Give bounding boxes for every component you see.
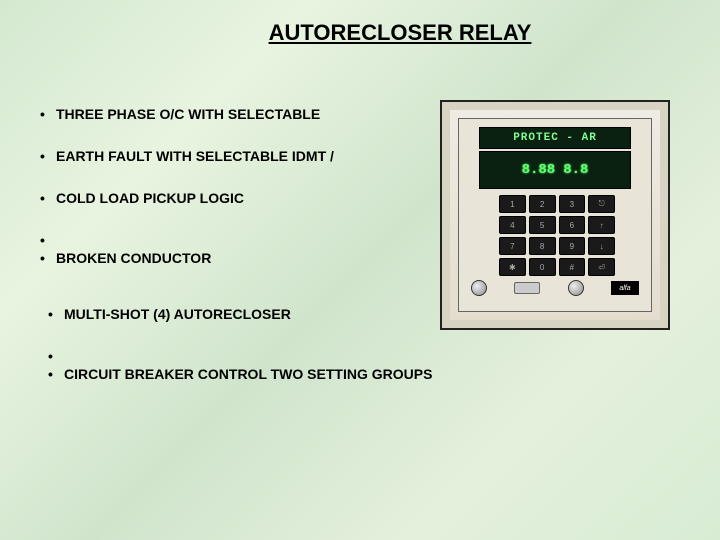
knob-icon: [568, 280, 584, 296]
keypad-key: ↓: [588, 237, 615, 255]
keypad-key: ✱: [499, 258, 526, 276]
display-segment: 8.88: [522, 162, 556, 178]
bullet-item-empty: [48, 348, 680, 362]
switch-icon: [514, 282, 540, 294]
keypad-key: 2: [529, 195, 556, 213]
keypad-key: ⏎: [588, 258, 615, 276]
keypad-key: 5: [529, 216, 556, 234]
keypad-key: 7: [499, 237, 526, 255]
device-label-strip: PROTEC - AR: [479, 127, 631, 149]
keypad-key: 3: [559, 195, 586, 213]
keypad-key: 0: [529, 258, 556, 276]
bullet-item: CIRCUIT BREAKER CONTROL TWO SETTING GROU…: [48, 366, 680, 382]
keypad-key: 6: [559, 216, 586, 234]
keypad-key: 9: [559, 237, 586, 255]
keypad-key: ↑: [588, 216, 615, 234]
slide: AUTORECLOSER RELAY THREE PHASE O/C WITH …: [0, 0, 720, 540]
keypad-key: 4: [499, 216, 526, 234]
device-panel: PROTEC - AR 8.88 8.8 1 2 3 ⎋ 4 5 6 ↑ 7 8…: [458, 118, 652, 312]
knob-icon: [471, 280, 487, 296]
device-photo: PROTEC - AR 8.88 8.8 1 2 3 ⎋ 4 5 6 ↑ 7 8…: [440, 100, 670, 330]
display-segment: 8.8: [563, 162, 588, 178]
slide-title: AUTORECLOSER RELAY: [120, 20, 680, 46]
device-display: 8.88 8.8: [479, 151, 631, 189]
device-controls: alfa: [471, 275, 639, 301]
device-label-text: PROTEC - AR: [513, 132, 597, 144]
keypad-key: 8: [529, 237, 556, 255]
device-keypad: 1 2 3 ⎋ 4 5 6 ↑ 7 8 9 ↓ ✱ 0 # ⏎: [499, 195, 615, 276]
brand-badge: alfa: [611, 281, 639, 295]
keypad-key: 1: [499, 195, 526, 213]
keypad-key: #: [559, 258, 586, 276]
keypad-key: ⎋: [588, 195, 615, 213]
